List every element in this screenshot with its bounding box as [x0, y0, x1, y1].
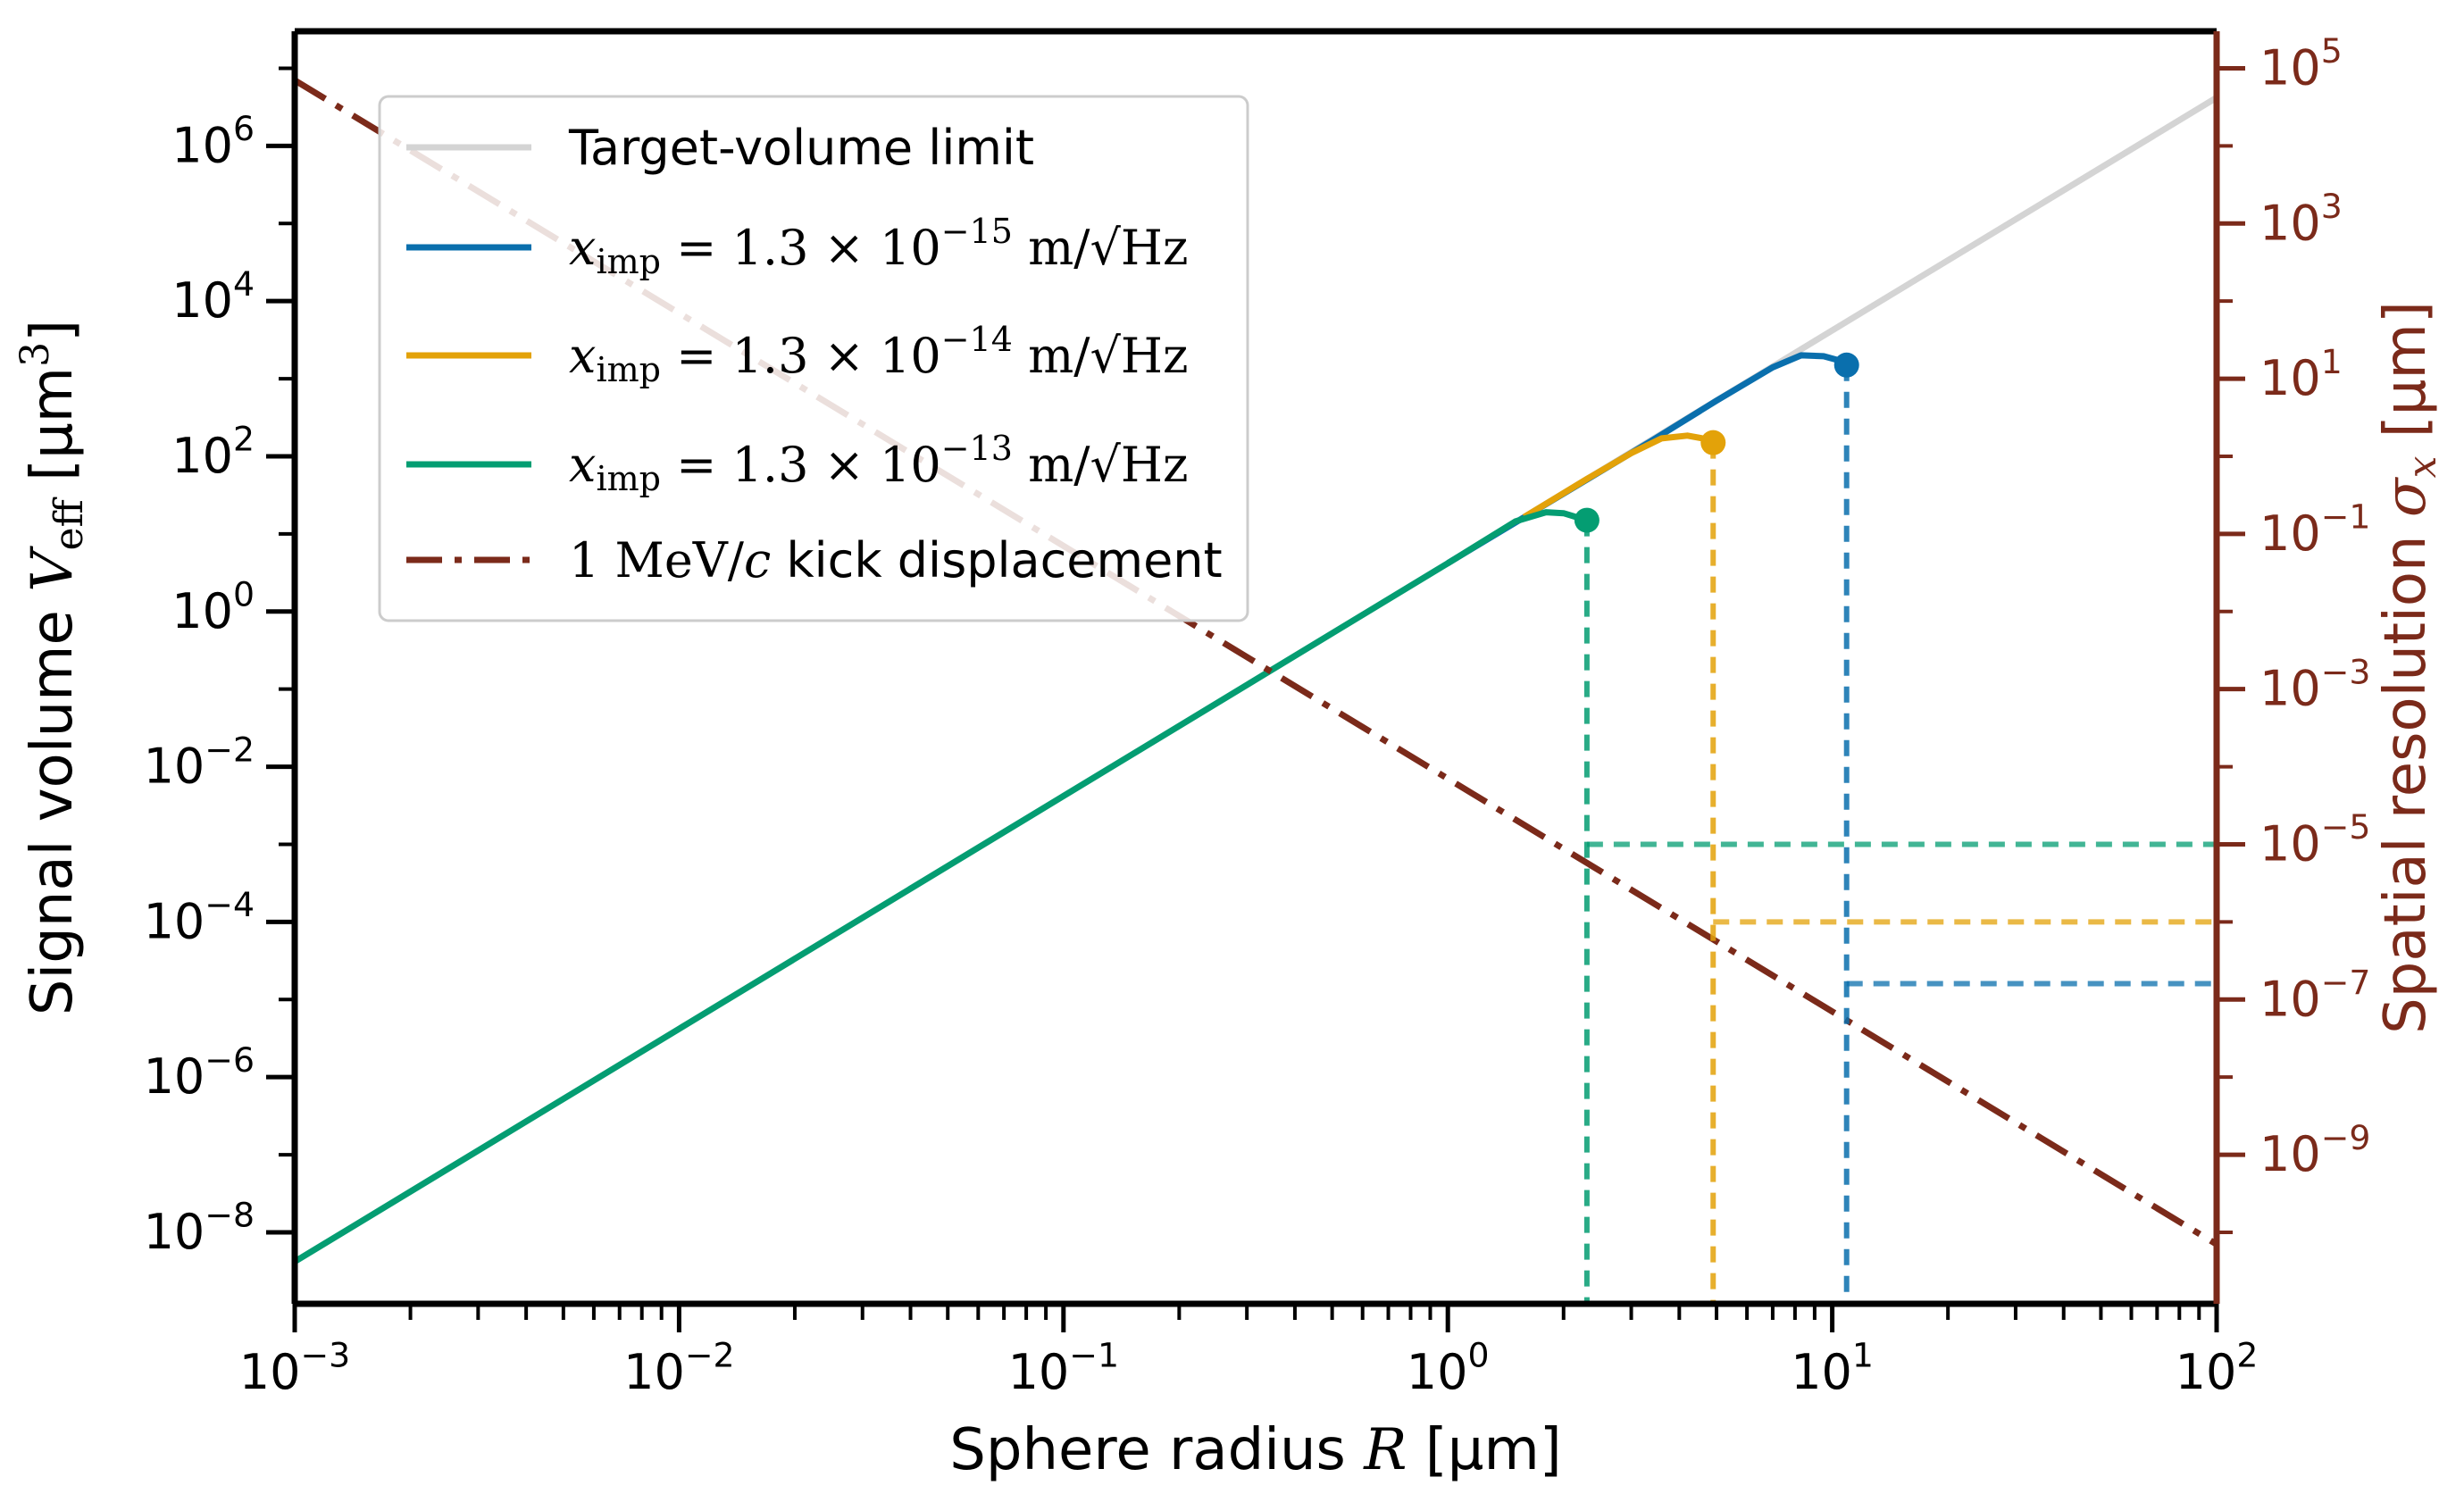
- series-line-2: [1522, 432, 1715, 520]
- y-right-tick-label-7: 105: [2259, 31, 2343, 96]
- y-left-tick-label-6: 104: [171, 264, 255, 329]
- y-left-tick-label-4: 100: [171, 574, 255, 638]
- legend-label-4: 1 MeV/c kick displacement: [569, 532, 1223, 588]
- marker-point-2: [1574, 507, 1600, 533]
- legend-box: [378, 95, 1249, 622]
- x-tick-label-4: 101: [1791, 1336, 1874, 1400]
- x-tick-label-0: 10−3: [239, 1336, 350, 1400]
- y-left-tick-label-5: 102: [171, 420, 255, 484]
- y-left-tick-label-2: 10−4: [144, 885, 255, 949]
- legend-label-0: Target-volume limit: [568, 120, 1034, 176]
- y-right-tick-label-2: 10−5: [2259, 807, 2370, 872]
- y-right-tick-label-4: 10−1: [2259, 497, 2370, 562]
- y-left-tick-label-7: 106: [171, 109, 255, 173]
- y-right-axis-label: Spatial resolution σx [µm]: [2373, 301, 2445, 1034]
- marker-point-1: [1700, 430, 1726, 455]
- legend-label-2: ximp = 1.3 × 10−14 m/√Hz: [569, 320, 1188, 389]
- x-tick-label-2: 10−1: [1008, 1336, 1119, 1400]
- x-tick-label-5: 102: [2176, 1336, 2259, 1400]
- y-left-axis-label: Signal volume Veff [µm3]: [13, 320, 92, 1015]
- y-right-tick-label-6: 103: [2259, 187, 2343, 251]
- y-right-tick-label-3: 10−3: [2259, 652, 2370, 716]
- x-tick-label-1: 10−2: [623, 1336, 734, 1400]
- y-right-tick-label-0: 10−9: [2259, 1118, 2370, 1182]
- legend-label-1: ximp = 1.3 × 10−15 m/√Hz: [569, 212, 1188, 281]
- marker-point-0: [1833, 352, 1859, 378]
- y-right-tick-label-1: 10−7: [2259, 963, 2370, 1027]
- x-tick-label-3: 100: [1407, 1336, 1490, 1400]
- y-left-tick-label-1: 10−6: [144, 1040, 255, 1105]
- series-line-3: [295, 509, 1588, 1264]
- y-left-tick-label-0: 10−8: [144, 1196, 255, 1260]
- series-line-1: [1446, 352, 1849, 566]
- y-right-tick-label-5: 101: [2259, 342, 2343, 406]
- x-axis-label: Sphere radius R [µm]: [949, 1417, 1562, 1483]
- legend: Target-volume limit ximp = 1.3 × 10−15 m/…: [378, 95, 1249, 622]
- legend-label-3: ximp = 1.3 × 10−13 m/√Hz: [569, 429, 1188, 498]
- y-left-tick-label-3: 10−2: [144, 730, 255, 794]
